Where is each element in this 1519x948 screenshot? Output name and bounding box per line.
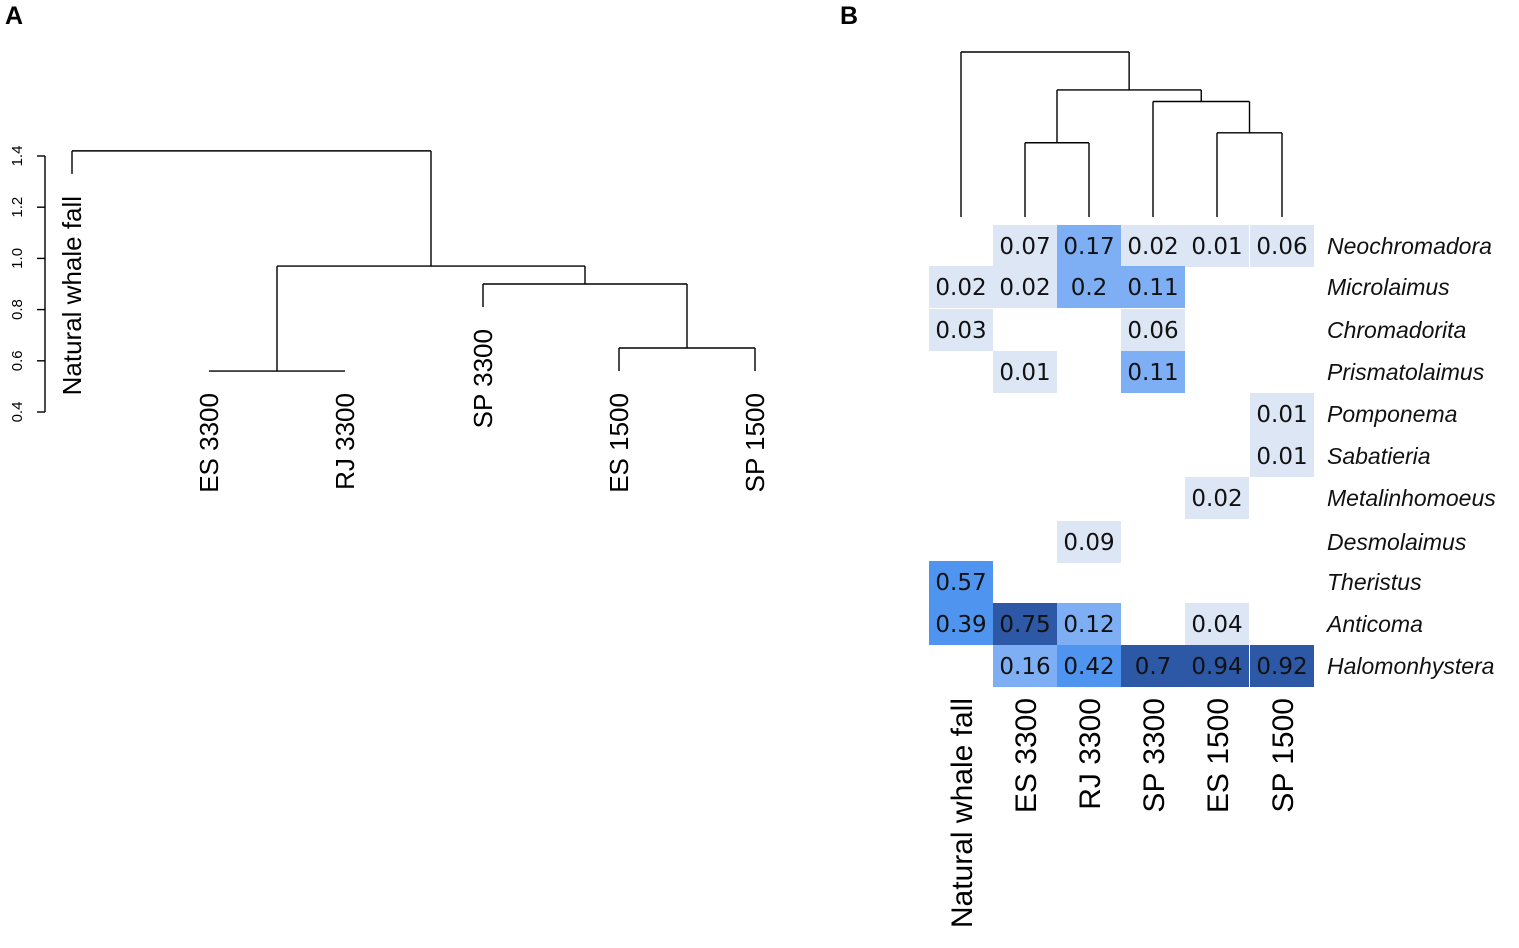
cell-value-label: 0.11	[1127, 275, 1178, 301]
leaf-label: ES 1500	[604, 393, 634, 493]
row-label: Chromadorita	[1327, 317, 1466, 343]
heatmap-cell	[929, 309, 993, 351]
leaf-label: SP 3300	[468, 329, 498, 428]
cell-value-label: 0.06	[1256, 234, 1307, 260]
heatmap-cell	[1185, 225, 1249, 267]
cell-value-label: 0.12	[1063, 612, 1114, 638]
cell-value-label: 0.7	[1135, 654, 1172, 680]
cell-value-label: 0.01	[1256, 402, 1307, 428]
cell-value-label: 0.94	[1191, 654, 1242, 680]
row-label: Anticoma	[1325, 611, 1423, 637]
heatmap-cell	[1057, 603, 1121, 645]
heatmap-cell	[1057, 225, 1121, 267]
dendrogram-panel-a: 0.4 0.6 0.8 1.0 1.2 1.4 Natural whale fall ES 3…	[9, 146, 770, 493]
cell-value-label: 0.92	[1256, 654, 1307, 680]
column-label: ES 1500	[1202, 698, 1235, 813]
heatmap-cell	[1250, 225, 1314, 267]
column-label: SP 3300	[1138, 698, 1171, 813]
leaf-label: RJ 3300	[330, 393, 360, 490]
heatmap-cell	[929, 603, 993, 645]
cell-value-label: 0.02	[999, 275, 1050, 301]
heatmap-panel-b: 0.07 0.17 0.02 0.01 0.06 0.02 0.02 0.2 0.11 0.03 0…	[929, 51, 1496, 928]
cell-value-label: 0.02	[935, 275, 986, 301]
heatmap-cell	[1121, 266, 1185, 308]
y-tick-label: 1.2	[9, 197, 26, 218]
heatmap-cell	[993, 225, 1057, 267]
heatmap-cell	[1121, 309, 1185, 351]
heatmap-cell	[1057, 521, 1121, 563]
cell-value-label: 0.17	[1063, 234, 1114, 260]
cell-value-label: 0.01	[1191, 234, 1242, 260]
y-tick-label: 1.4	[9, 146, 26, 167]
heatmap-cell	[1185, 645, 1249, 687]
y-tick-label: 0.8	[9, 299, 26, 320]
cell-value-label: 0.09	[1063, 530, 1114, 556]
column-label: Natural whale fall	[946, 698, 979, 928]
heatmap-cell	[1185, 603, 1249, 645]
leaf-label: ES 3300	[194, 393, 224, 493]
cell-value-label: 0.57	[935, 570, 986, 596]
leaf-label: Natural whale fall	[57, 196, 87, 395]
cell-value-label: 0.11	[1127, 360, 1178, 386]
heatmap-cell	[1250, 435, 1314, 477]
cell-value-label: 0.04	[1191, 612, 1242, 638]
panel-label-a: A	[5, 2, 23, 30]
heatmap-cell	[993, 645, 1057, 687]
cell-value-label: 0.75	[999, 612, 1050, 638]
cell-value-label: 0.39	[935, 612, 986, 638]
heatmap-cell	[1121, 225, 1185, 267]
heatmap-cell	[929, 266, 993, 308]
row-label: Prismatolaimus	[1327, 359, 1485, 385]
row-label: Sabatieria	[1327, 443, 1431, 469]
column-label: ES 3300	[1010, 698, 1043, 813]
y-tick-label: 0.6	[9, 350, 26, 371]
heatmap-cell	[1250, 393, 1314, 435]
row-label: Desmolaimus	[1327, 529, 1467, 555]
row-label: Metalinhomoeus	[1327, 485, 1496, 511]
heatmap-cell	[993, 266, 1057, 308]
leaf-label: SP 1500	[740, 393, 770, 492]
cell-value-label: 0.03	[935, 318, 986, 344]
heatmap-cell	[1185, 477, 1249, 519]
heatmap-cell	[1121, 645, 1185, 687]
row-label: Halomonhystera	[1327, 653, 1494, 679]
column-label: RJ 3300	[1074, 698, 1107, 810]
column-label: SP 1500	[1267, 698, 1300, 813]
heatmap-cell	[1250, 645, 1314, 687]
y-tick-label: 0.4	[9, 402, 26, 423]
row-label: Theristus	[1327, 569, 1422, 595]
heatmap-cell	[993, 603, 1057, 645]
cell-value-label: 0.42	[1063, 654, 1114, 680]
cell-value-label: 0.06	[1127, 318, 1178, 344]
heatmap-cell	[1121, 351, 1185, 393]
cell-value-label: 0.16	[999, 654, 1050, 680]
row-label: Microlaimus	[1327, 274, 1450, 300]
y-tick-label: 1.0	[9, 248, 26, 269]
heatmap-cell	[1057, 266, 1121, 308]
cell-value-label: 0.02	[1127, 234, 1178, 260]
heatmap-cell	[929, 561, 993, 603]
panel-label-b: B	[840, 2, 858, 30]
cell-value-label: 0.2	[1071, 275, 1108, 301]
cell-value-label: 0.07	[999, 234, 1050, 260]
row-label: Neochromadora	[1327, 233, 1492, 259]
heatmap-cell	[1057, 645, 1121, 687]
cell-value-label: 0.02	[1191, 486, 1242, 512]
row-label: Pomponema	[1327, 401, 1457, 427]
cell-value-label: 0.01	[999, 360, 1050, 386]
cell-value-label: 0.01	[1256, 444, 1307, 470]
heatmap-cell	[993, 351, 1057, 393]
